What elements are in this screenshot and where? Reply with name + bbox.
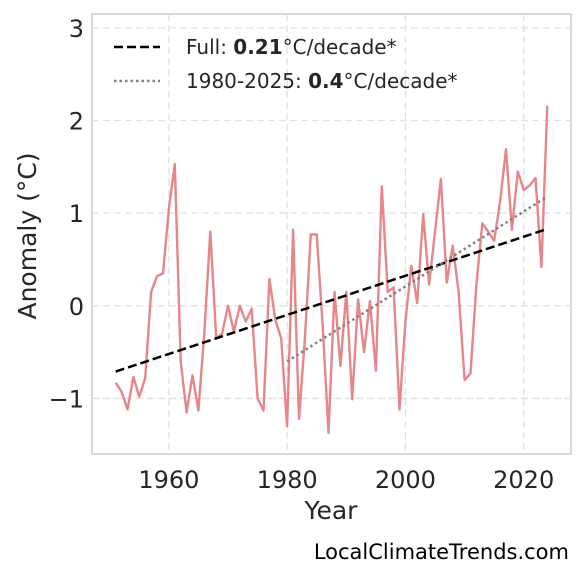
x-tick-label: 1960 xyxy=(138,466,199,494)
y-tick-label: −1 xyxy=(49,385,84,413)
x-axis-label: Year xyxy=(304,496,359,525)
y-tick-label: 2 xyxy=(69,108,84,136)
y-tick-label: 3 xyxy=(69,15,84,43)
legend: Full: 0.21°C/decade* 1980-2025: 0.4°C/de… xyxy=(114,35,458,93)
legend-recent-label: 1980-2025: 0.4°C/decade* xyxy=(186,69,458,93)
x-tick-label: 1980 xyxy=(257,466,318,494)
x-tick-label: 2000 xyxy=(375,466,436,494)
y-tick-label: 0 xyxy=(69,293,84,321)
trend-layer xyxy=(115,195,549,373)
x-tick-label: 2020 xyxy=(493,466,554,494)
x-axis-ticks: 1960 1980 2000 2020 xyxy=(138,466,554,494)
recent-trend-line xyxy=(286,195,549,363)
grid xyxy=(92,14,571,454)
legend-full-label: Full: 0.21°C/decade* xyxy=(186,35,397,59)
source-credit: LocalClimateTrends.com xyxy=(313,540,569,564)
y-axis-label: Anomaly (°C) xyxy=(13,152,42,319)
full-trend-line xyxy=(115,227,548,373)
anomaly-series-line xyxy=(114,105,549,434)
series-layer xyxy=(114,105,549,434)
y-axis-ticks: 3 2 1 0 −1 xyxy=(49,15,84,414)
y-tick-label: 1 xyxy=(69,200,84,228)
